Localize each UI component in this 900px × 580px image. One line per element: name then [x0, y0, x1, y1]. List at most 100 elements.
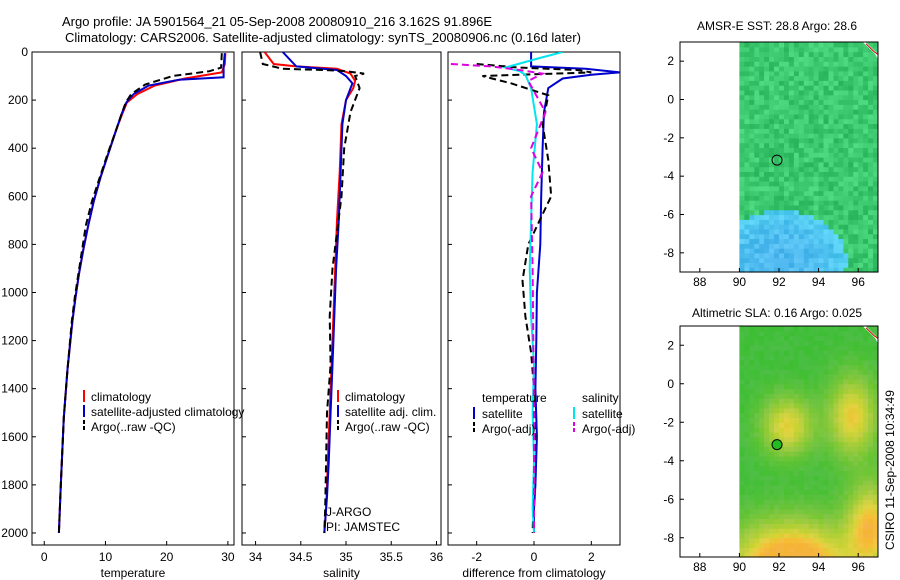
map-cell [759, 123, 765, 129]
map-cell [838, 252, 844, 259]
map-cell [788, 350, 795, 356]
map-cell [798, 142, 805, 148]
map-cell [828, 417, 834, 423]
map-cell [803, 51, 810, 57]
map-cell [838, 422, 844, 428]
map-cell [769, 378, 775, 385]
map-cell [833, 42, 839, 48]
map-cell [838, 56, 844, 62]
map-cell [784, 403, 790, 409]
map-cell [853, 484, 859, 491]
map-cell [828, 513, 834, 520]
map-cell [744, 475, 750, 481]
map-cell [793, 204, 800, 211]
map-cell [754, 228, 760, 235]
map-cell [803, 451, 810, 457]
map-cell [788, 460, 795, 467]
map-cell [818, 51, 825, 57]
map-cell [769, 200, 775, 206]
map-cell [808, 354, 815, 361]
y-tick-label: 1400 [1, 382, 28, 396]
map-cell [793, 228, 800, 235]
map-cell [848, 417, 854, 423]
map-cell [803, 118, 810, 125]
map-cell [863, 412, 869, 418]
map-cell [803, 542, 810, 548]
map-cell [868, 383, 874, 390]
map-cell [779, 374, 785, 380]
map-cell [744, 532, 750, 539]
map-cell [828, 157, 834, 163]
map-cell [739, 133, 745, 139]
map-cell [823, 388, 829, 394]
map-cell [823, 176, 829, 182]
map-cell [739, 190, 745, 196]
map-cell [838, 137, 844, 144]
map-cell [759, 537, 765, 544]
map-cell [808, 403, 815, 409]
map-cell [853, 455, 859, 462]
map-cell [858, 161, 864, 168]
map-cell [848, 109, 854, 115]
map-cell [823, 257, 829, 263]
map-cell [744, 455, 750, 462]
map-cell [858, 133, 864, 139]
map-cell [823, 513, 829, 520]
map-cell [813, 369, 820, 375]
map-cell [828, 403, 834, 409]
map-cell [779, 209, 785, 216]
map-cell [858, 455, 864, 462]
map-cell [759, 532, 765, 539]
map-cell [858, 190, 864, 196]
map-cell [848, 547, 854, 553]
map-cell [779, 137, 785, 144]
map-cell [823, 128, 829, 134]
map-cell [788, 99, 795, 105]
map-cell [784, 378, 790, 385]
map-cell [769, 345, 775, 351]
map-cell [868, 94, 874, 101]
map-cell [803, 123, 810, 129]
map-cell [818, 417, 825, 423]
map-y-tick-label: -6 [663, 492, 674, 506]
map-cell [843, 75, 849, 81]
map-cell [813, 359, 820, 366]
map-cell [759, 243, 765, 249]
map-cell [803, 128, 810, 134]
map-cell [739, 513, 745, 520]
map-cell [858, 204, 864, 211]
map-cell [808, 407, 815, 414]
map-cell [749, 166, 755, 172]
map-cell [823, 85, 829, 91]
map-cell [759, 104, 765, 110]
map-cell [853, 257, 859, 263]
map-cell [848, 195, 854, 201]
map-cell [754, 267, 760, 273]
map-cell [739, 552, 745, 558]
map-cell [853, 427, 859, 433]
map-cell [848, 190, 854, 196]
map-cell [774, 56, 780, 62]
map-cell [764, 508, 770, 515]
map-cell [808, 46, 815, 53]
map-cell [863, 330, 869, 337]
map-cell [739, 422, 745, 428]
map-cell [788, 262, 795, 268]
map-cell [873, 518, 879, 524]
map-cell [759, 508, 765, 515]
map-cell [813, 56, 820, 62]
map-cell [793, 142, 800, 148]
map-cell [823, 123, 829, 129]
map-cell [793, 427, 800, 433]
map-cell [769, 364, 775, 370]
map-cell [754, 436, 760, 443]
map-cell [754, 340, 760, 346]
map-cell [823, 51, 829, 57]
map-cell [808, 56, 815, 62]
map-cell [759, 56, 765, 62]
map-cell [754, 248, 760, 254]
map-cell [788, 142, 795, 148]
map-cell [769, 431, 775, 438]
map-cell [744, 431, 750, 438]
map-cell [749, 345, 755, 351]
